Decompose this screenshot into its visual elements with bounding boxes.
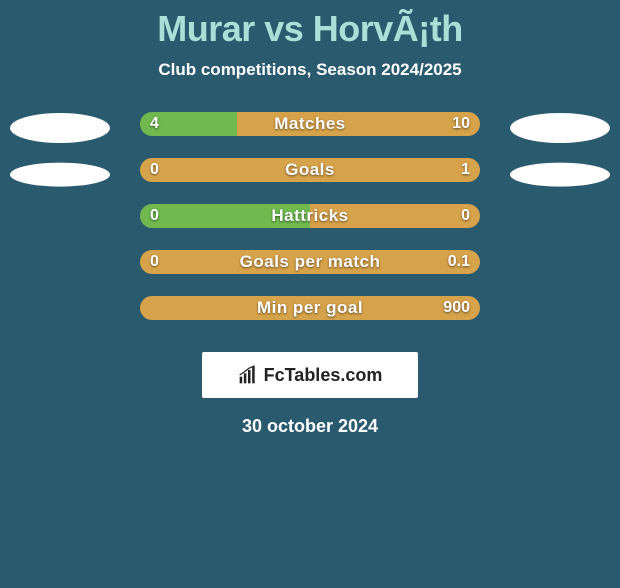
- stat-bar: [140, 296, 480, 320]
- right-player-badge: [510, 163, 610, 187]
- stat-bar-right-fill: [140, 250, 480, 274]
- stat-row-matches: 4 10 Matches: [0, 108, 620, 154]
- fctables-logo-link[interactable]: FcTables.com: [202, 352, 418, 398]
- stat-bar-left-fill: [140, 204, 310, 228]
- date-line: 30 october 2024: [0, 416, 620, 437]
- stat-bar: [140, 158, 480, 182]
- stat-bar-right-fill: [140, 296, 480, 320]
- stat-bar: [140, 112, 480, 136]
- stat-bar-left-fill: [140, 112, 237, 136]
- stat-row-hattricks: 0 0 Hattricks: [0, 200, 620, 246]
- left-player-badge: [10, 113, 110, 143]
- comparison-chart: 4 10 Matches 0 1 Goals 0 0 Hattricks 0 0…: [0, 108, 620, 338]
- left-player-badge: [10, 163, 110, 187]
- stat-bar: [140, 250, 480, 274]
- chart-icon: [238, 365, 258, 385]
- subtitle: Club competitions, Season 2024/2025: [0, 60, 620, 80]
- stat-bar-right-fill: [140, 158, 480, 182]
- stat-bar-right-fill: [237, 112, 480, 136]
- stat-row-goals: 0 1 Goals: [0, 154, 620, 200]
- stat-bar: [140, 204, 480, 228]
- stat-bar-right-fill: [310, 204, 480, 228]
- stat-row-min-per-goal: 900 Min per goal: [0, 292, 620, 338]
- right-player-badge: [510, 113, 610, 143]
- page-title: Murar vs HorvÃ¡th: [0, 8, 620, 50]
- stat-row-goals-per-match: 0 0.1 Goals per match: [0, 246, 620, 292]
- logo-text: FcTables.com: [264, 365, 383, 386]
